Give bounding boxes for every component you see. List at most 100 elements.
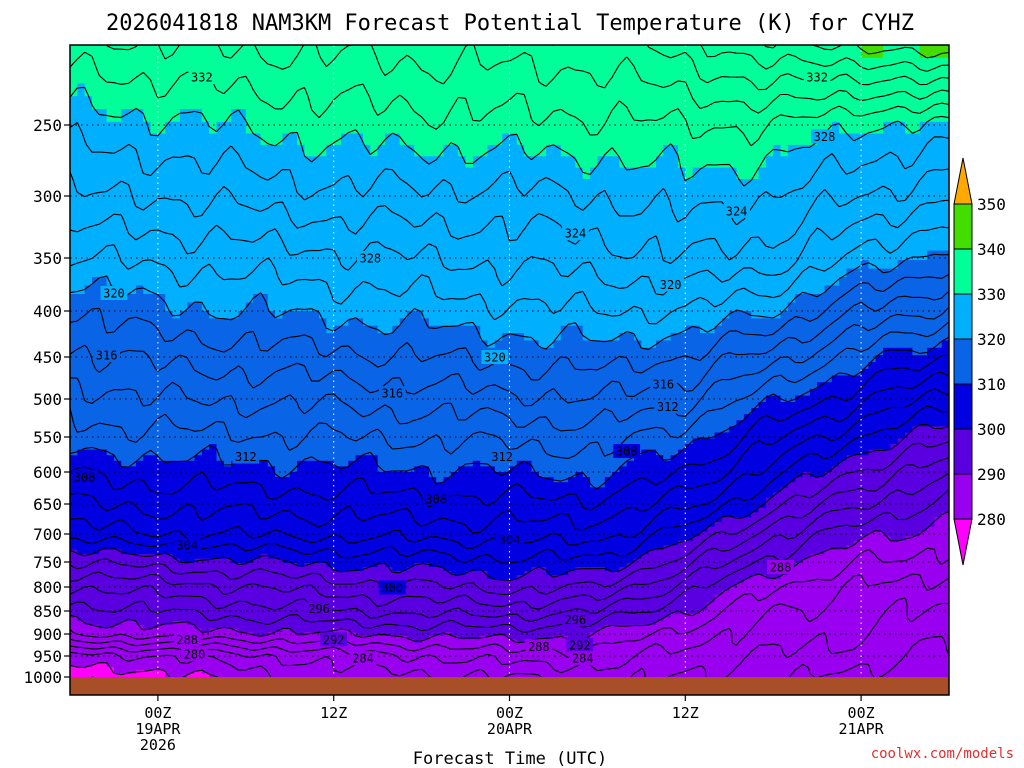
theta-fill-cell [721,368,730,377]
theta-fill-cell [743,368,752,377]
theta-fill-cell [209,382,218,390]
theta-fill-cell [699,333,708,342]
theta-fill-cell [546,260,555,270]
theta-fill-cell [414,277,423,287]
theta-fill-cell [143,302,152,312]
theta-fill-cell [677,250,686,261]
theta-fill-cell [341,96,349,110]
theta-fill-cell [692,402,701,409]
theta-fill-cell [326,200,335,212]
theta-fill-cell [487,250,496,261]
theta-fill-cell [531,121,540,135]
theta-fill-cell [875,230,884,242]
theta-fill-cell [634,250,642,261]
theta-fill-cell [436,325,445,334]
theta-fill-cell [91,285,100,295]
theta-fill-cell [245,260,254,270]
theta-fill-cell [648,178,657,191]
theta-fill-cell [172,325,181,334]
theta-fill-cell [568,210,577,222]
theta-fill-cell [634,414,642,421]
theta-fill-cell [765,382,774,390]
theta-fill-cell [406,388,415,397]
theta-fill-cell [773,355,782,363]
theta-fill-cell [377,408,386,415]
theta-fill-cell [714,144,723,157]
theta-fill-cell [157,382,166,390]
theta-fill-cell [846,210,855,222]
theta-fill-cell [509,220,518,232]
theta-fill-cell [927,260,935,270]
theta-fill-cell [853,294,862,304]
theta-fill-cell [311,420,320,427]
theta-fill-cell [70,318,78,327]
theta-fill-cell [84,395,93,403]
theta-fill-cell [187,355,196,363]
theta-fill-cell [348,355,357,363]
theta-fill-cell [113,420,122,427]
theta-fill-cell [406,325,415,334]
theta-fill-cell [253,178,262,191]
theta-fill-cell [319,294,327,304]
theta-fill-cell [363,96,371,110]
theta-fill-cell [106,190,115,202]
theta-fill-cell [267,250,276,261]
theta-fill-cell [883,121,891,135]
theta-fill-cell [84,178,93,191]
theta-fill-cell [568,133,577,146]
theta-fill-cell [297,210,305,222]
theta-fill-cell [619,420,628,427]
theta-fill-cell [883,408,891,415]
theta-fill-cell [941,167,949,180]
theta-fill-cell [319,414,327,421]
theta-fill-cell [677,220,686,232]
theta-fill-cell [919,340,928,349]
theta-fill-cell [370,414,379,421]
theta-fill-cell [919,250,928,261]
theta-fill-cell [326,294,335,304]
theta-fill-cell [392,220,401,232]
theta-fill-cell [121,156,130,169]
theta-fill-cell [370,240,379,252]
theta-fill-cell [297,277,305,287]
theta-fill-cell [905,414,913,421]
theta-fill-cell [384,156,393,169]
theta-fill-cell [612,408,620,415]
theta-fill-cell [187,121,196,135]
theta-fill-cell [919,230,928,242]
theta-fill-cell [275,285,284,295]
theta-fill-cell [494,57,503,72]
theta-fill-cell [414,402,423,409]
theta-fill-cell [275,414,284,421]
theta-fill-cell [795,395,804,403]
theta-fill-cell [121,96,130,110]
theta-fill-cell [546,355,555,363]
theta-fill-cell [392,260,401,270]
theta-fill-cell [912,230,921,242]
theta-fill-cell [751,302,760,312]
theta-fill-cell [443,395,452,403]
theta-fill-cell [531,420,540,427]
theta-fill-cell [253,311,262,319]
theta-fill-cell [502,144,511,157]
theta-fill-cell [934,121,943,135]
theta-fill-cell [758,144,767,157]
theta-fill-cell [421,362,430,370]
theta-fill-cell [319,210,327,222]
theta-fill-cell [648,388,657,397]
theta-fill-cell [714,368,723,377]
theta-fill-cell [77,167,86,180]
theta-fill-cell [685,96,694,110]
theta-fill-cell [509,302,518,312]
theta-fill-cell [377,109,386,123]
theta-fill-cell [648,302,657,312]
theta-fill-cell [472,109,481,123]
theta-fill-cell [297,156,305,169]
theta-fill-cell [480,45,489,59]
theta-fill-cell [472,347,481,356]
theta-fill-cell [472,333,481,342]
theta-fill-cell [421,325,430,334]
theta-fill-cell [165,268,174,278]
theta-fill-cell [575,133,584,146]
theta-fill-cell [714,45,723,59]
